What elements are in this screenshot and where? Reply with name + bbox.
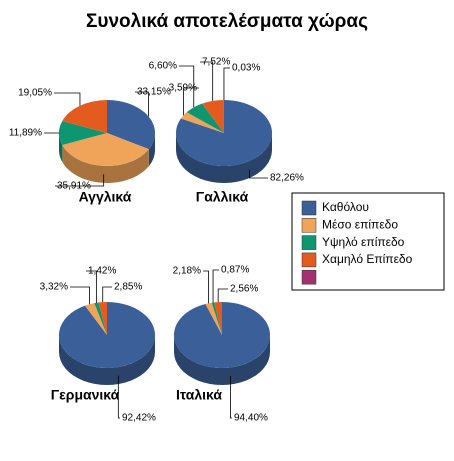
value-label: 0,03% [232,63,260,74]
value-label: 33,15% [137,87,171,98]
leader-line [70,287,90,304]
legend-label: Χαμηλό Επίπεδο [322,252,413,266]
value-label: 2,56% [230,284,258,295]
legend-label: Υψηλό επίπεδο [322,235,405,249]
legend-swatch [302,218,316,232]
legend-label: Μέσο επίπεδο [322,217,398,231]
legend-swatch [302,253,316,267]
value-label: 19,05% [18,88,52,99]
leader-line [224,68,230,100]
value-label: 1,42% [88,266,116,277]
pie-title: Αγγλικά [79,189,132,205]
leader-line [54,93,80,106]
pie-title: Ιταλικά [176,387,222,403]
pie-title: Γερμανικά [51,387,120,403]
legend-label: Καθόλου [322,200,369,214]
value-label: 6,60% [149,61,177,72]
leader-line [203,271,209,303]
value-label: 0,87% [221,265,249,276]
value-label: 2,18% [173,266,201,277]
value-label: 11,89% [9,128,42,139]
value-label: 82,26% [270,173,304,184]
value-label: 2,85% [114,282,142,293]
leader-line [218,289,228,302]
legend-swatch [302,201,316,215]
value-label: 3,59% [169,83,197,94]
value-label: 92,42% [122,413,156,424]
legend-swatch [302,236,316,250]
value-label: 3,32% [40,282,68,293]
pie-title: Γαλλικά [196,189,249,205]
leader-line [200,62,213,101]
leader-line [103,287,112,302]
legend-swatch [302,270,316,284]
value-label: 7,52% [202,57,230,68]
value-label: 94,40% [234,413,268,424]
chart-title: Συνολικά αποτελέσματα χώρας [86,11,368,32]
